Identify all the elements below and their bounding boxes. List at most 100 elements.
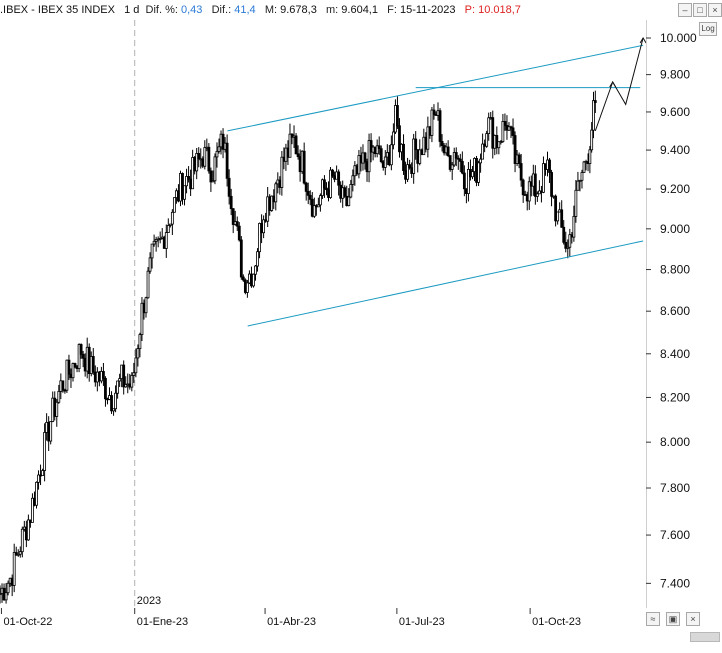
- candle-body: [258, 223, 261, 253]
- candle-body: [138, 334, 142, 350]
- candle-body: [122, 364, 126, 388]
- candle-body: [170, 211, 174, 225]
- candle-body: [499, 141, 503, 143]
- candle-body: [452, 152, 456, 166]
- candle-body: [323, 179, 326, 189]
- candle-body: [209, 170, 213, 183]
- candle-body: [203, 147, 207, 167]
- candle-body: [18, 551, 22, 555]
- candle-body: [513, 135, 517, 164]
- period-label: 1 d: [124, 4, 140, 16]
- candle-body: [450, 164, 454, 170]
- candle-body: [41, 470, 44, 476]
- candle-body: [81, 353, 85, 359]
- candle-body: [379, 148, 383, 163]
- candle-body: [509, 126, 513, 129]
- year-marker-label: 2023: [137, 595, 161, 607]
- candle-body: [254, 265, 257, 275]
- candle-body: [432, 109, 436, 115]
- x-tick-label: 01-Jul-23: [399, 616, 445, 628]
- y-tick-label: 8.600: [660, 304, 690, 318]
- candle-body: [337, 171, 341, 186]
- candle-body: [564, 241, 568, 249]
- candle-body: [270, 195, 274, 211]
- candle-body: [343, 187, 347, 197]
- candle-body: [229, 195, 233, 210]
- candle-body: [185, 176, 188, 187]
- y-tick-label: 7.800: [660, 481, 690, 495]
- candle-body: [418, 149, 422, 164]
- candle-body: [568, 234, 572, 248]
- candle-body: [221, 133, 225, 150]
- candle-body: [132, 372, 136, 376]
- candle-body: [79, 344, 83, 355]
- scrollbar[interactable]: [690, 632, 720, 642]
- candle-body: [304, 182, 308, 192]
- candle-body: [357, 155, 361, 175]
- candle-body: [114, 392, 117, 410]
- dif-pct-value: 0,43: [181, 4, 203, 16]
- y-tick-label: 7.600: [660, 528, 690, 542]
- y-tick-label: 9.000: [660, 222, 690, 236]
- save-icon[interactable]: ▣: [666, 612, 680, 626]
- min-label: m:: [325, 4, 339, 16]
- projection-path: [594, 37, 644, 132]
- candle-body: [519, 163, 523, 181]
- candle-body: [402, 143, 405, 171]
- candle-body: [215, 150, 219, 158]
- candle-body: [448, 155, 452, 170]
- candle-body: [408, 164, 412, 169]
- candle-body: [503, 121, 507, 126]
- x-axis-svg: 01-Oct-22 01-Ene-23 01-Abr-23 01-Jul-23 01-O…: [0, 608, 581, 628]
- candle-body: [136, 348, 140, 359]
- y-tick-label: 8.000: [660, 435, 690, 449]
- candle-body: [391, 131, 395, 146]
- chart-plot-area[interactable]: 2023: [0, 20, 647, 608]
- candle-body: [349, 184, 353, 198]
- y-tick-label: 9.600: [660, 105, 690, 119]
- candle-body: [112, 408, 115, 412]
- candle-body: [26, 519, 30, 541]
- candle-body: [195, 153, 199, 172]
- zigzag-icon[interactable]: ≈: [646, 612, 660, 626]
- candle-body: [55, 401, 59, 417]
- panel-close-icon[interactable]: ×: [686, 612, 700, 626]
- date-label: F:: [387, 4, 397, 16]
- candle-body: [454, 152, 458, 159]
- candle-body: [172, 197, 176, 213]
- candle-body: [183, 185, 186, 200]
- x-tick-label: 01-Ene-23: [137, 616, 188, 628]
- log-toggle-button[interactable]: Log: [699, 22, 717, 36]
- y-axis-svg: 7.400 7.600 7.800 8.000 8.200 8.400 8.600 8.800…: [646, 31, 697, 590]
- candle-body: [312, 205, 316, 217]
- candle-body: [485, 133, 489, 147]
- candle-body: [91, 356, 95, 373]
- candle-body: [241, 276, 245, 281]
- candle-body: [191, 157, 195, 190]
- candle-body: [363, 152, 367, 163]
- candle-body: [446, 146, 450, 156]
- candle-body: [116, 380, 120, 394]
- projection-arrowhead: [609, 81, 617, 88]
- candle-body: [296, 153, 300, 158]
- candle-body: [389, 144, 393, 166]
- candle-body: [280, 156, 284, 188]
- candle-body: [211, 180, 215, 183]
- close-icon[interactable]: ×: [708, 3, 722, 17]
- minimize-icon[interactable]: –: [678, 3, 692, 17]
- chart-svg: 2023: [0, 20, 647, 608]
- lower-channel-line: [247, 240, 644, 327]
- candle-body: [533, 173, 537, 197]
- candle-body: [102, 371, 105, 379]
- candle-body: [383, 156, 387, 168]
- candle-body: [440, 141, 444, 146]
- candle-body: [593, 100, 597, 103]
- maximize-icon[interactable]: □: [693, 3, 707, 17]
- candle-body: [213, 156, 217, 182]
- candle-body: [491, 117, 495, 149]
- candle-body: [369, 140, 373, 153]
- candle-body: [6, 582, 10, 594]
- x-axis: 01-Oct-22 01-Ene-23 01-Abr-23 01-Jul-23 01-O…: [0, 608, 646, 648]
- projection-arrowhead-end: [639, 37, 647, 44]
- upper-channel-line: [227, 44, 644, 132]
